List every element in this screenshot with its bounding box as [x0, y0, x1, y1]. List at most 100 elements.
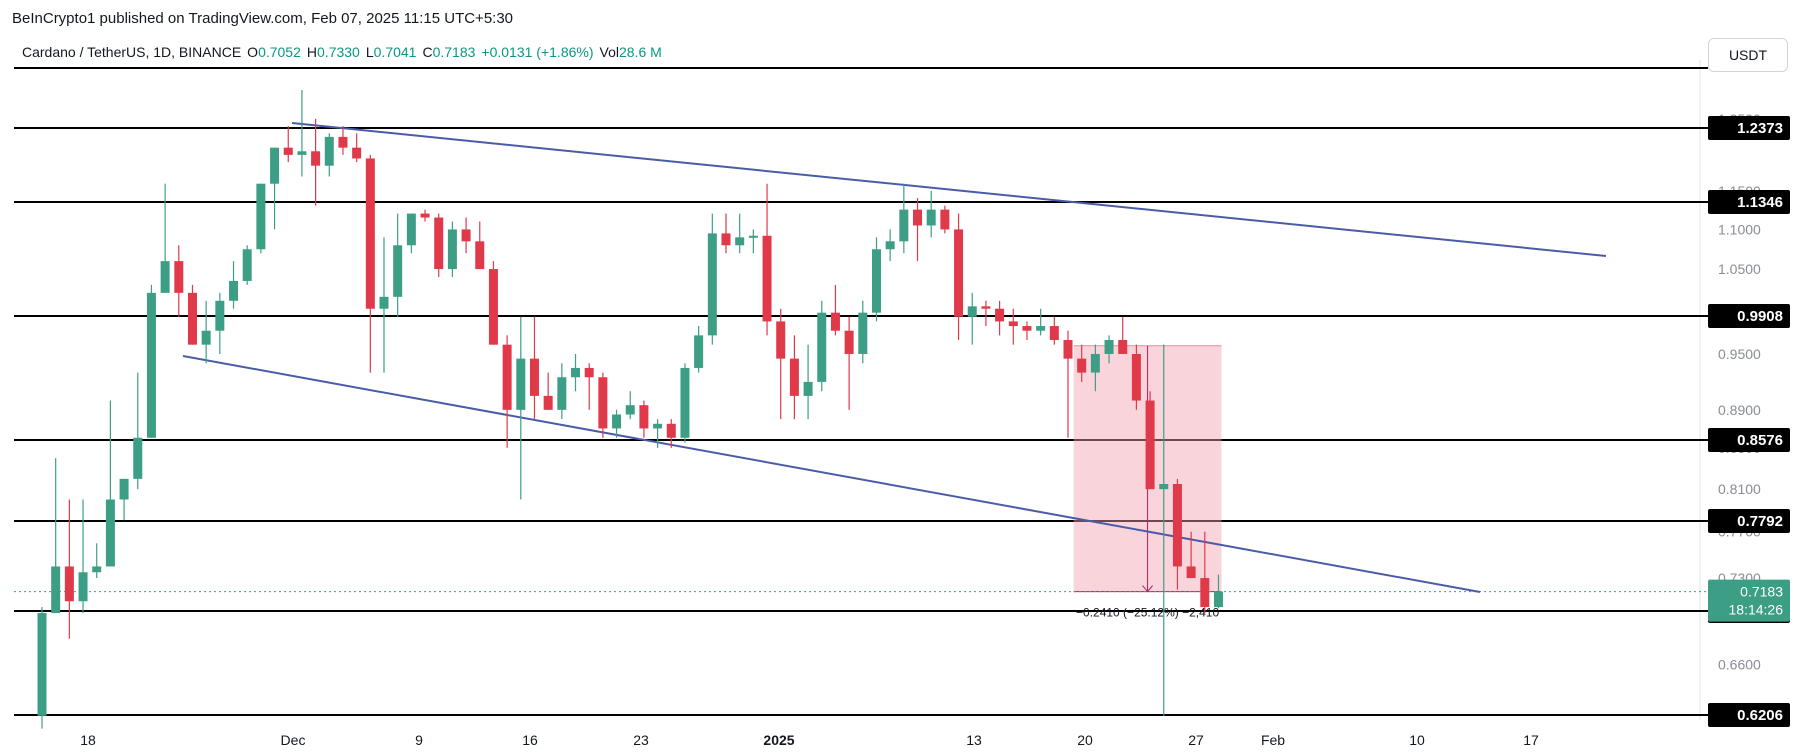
x-tick-label: 9 [415, 732, 423, 748]
low-label: L [365, 44, 374, 60]
candle-body [803, 381, 813, 396]
candle-body [666, 423, 676, 438]
x-tick-label: 18 [80, 732, 96, 748]
y-tick-label: 1.0500 [1718, 261, 1761, 277]
open-value: 0.7052 [258, 44, 301, 60]
candle-body [981, 306, 991, 309]
x-tick-label: 23 [633, 732, 649, 748]
candle-body [174, 261, 184, 293]
candle-body [598, 377, 608, 429]
candle-body [1077, 358, 1087, 373]
y-tick-label: 0.9500 [1718, 346, 1761, 362]
candle-body [735, 237, 745, 246]
candle-body [1090, 353, 1100, 373]
measure-label: −0.2410 (−25.12%) −2,410 [1076, 606, 1219, 620]
candle-body [967, 306, 977, 317]
level-label: 0.8576 [1737, 432, 1783, 449]
candle-body [51, 566, 61, 614]
candle-body [721, 233, 731, 246]
level-label-bg [1708, 509, 1790, 533]
candle-body [817, 312, 827, 382]
candle-body [502, 344, 512, 410]
candle-body [92, 566, 102, 573]
candle-body [393, 245, 403, 297]
y-tick-label: 1.1000 [1718, 221, 1761, 237]
candle-body [995, 308, 1005, 322]
current-price-label: 0.7183 [1740, 584, 1783, 600]
close-value: 0.7183 [432, 44, 476, 60]
candle-body [612, 414, 622, 429]
candle-body [529, 358, 539, 396]
candle-body [543, 395, 553, 410]
candle-body [1104, 340, 1114, 354]
candle-body [488, 269, 498, 345]
channel-lower-line [182, 355, 1481, 593]
candle-body [379, 296, 389, 309]
candle-body [1036, 326, 1046, 331]
level-label-bg [1708, 190, 1790, 214]
candle-body [1063, 340, 1073, 359]
currency-button[interactable]: USDT [1708, 38, 1788, 72]
candle-body [420, 213, 430, 218]
candle-body [940, 209, 950, 230]
candle-body [762, 235, 772, 322]
volume-label: Vol [599, 44, 619, 60]
candle-body [1131, 353, 1141, 401]
candle-body [1213, 591, 1223, 608]
candle-body [954, 229, 964, 317]
level-label: 1.2373 [1737, 120, 1783, 137]
candle-body [830, 312, 840, 331]
level-label: 0.7792 [1737, 513, 1783, 530]
x-tick-label: 27 [1188, 732, 1204, 748]
candle-body [365, 158, 375, 309]
candle-body [242, 249, 252, 281]
candle-body [871, 249, 881, 313]
close-label: C [422, 44, 433, 60]
candle-body [270, 147, 280, 184]
change-value: +0.0131 (+1.86%) [481, 44, 594, 60]
candle-body [105, 499, 115, 567]
level-label-bg [1708, 703, 1790, 727]
candle-body [338, 136, 348, 148]
candle-body [1172, 484, 1182, 567]
candle-body [1008, 321, 1018, 327]
volume-value: 28.6 M [618, 44, 662, 60]
candle-body [844, 330, 854, 354]
candle-body [37, 613, 47, 716]
candle-body [516, 358, 526, 410]
open-label: O [247, 44, 259, 60]
candle-body [1049, 326, 1059, 341]
candle-body [694, 335, 704, 368]
candle-body [475, 241, 485, 270]
candle-body [1200, 578, 1210, 608]
candle-body [215, 300, 225, 331]
low-value: 0.7041 [373, 44, 417, 60]
candle-body [297, 151, 307, 155]
candle-body [146, 292, 156, 438]
channel-upper-line [291, 122, 1607, 257]
candle-body [557, 377, 567, 410]
x-tick-label: 17 [1523, 732, 1539, 748]
candle-body [311, 151, 321, 166]
candle-body [461, 229, 471, 242]
candle-body [447, 229, 457, 270]
ohlc-legend: Cardano / TetherUS, 1D, BINANCE O0.7052 H0… [22, 44, 662, 60]
candle-body [625, 405, 635, 415]
candle-body [187, 292, 197, 345]
candle-body [707, 233, 717, 336]
x-tick-label: 10 [1409, 732, 1425, 748]
x-tick-label: 13 [966, 732, 982, 748]
symbol-title[interactable]: Cardano / TetherUS, 1D, BINANCE [22, 44, 242, 60]
candle-body [64, 566, 74, 602]
level-label-bg [1708, 304, 1790, 328]
candle-body [78, 572, 88, 602]
candle-body [776, 321, 786, 359]
candle-body [406, 213, 416, 246]
candle-body [639, 405, 649, 429]
candle-body [789, 358, 799, 396]
candle-body [571, 367, 581, 378]
high-label: H [306, 44, 318, 60]
high-value: 0.7330 [317, 44, 360, 60]
candle-body [1186, 566, 1196, 579]
